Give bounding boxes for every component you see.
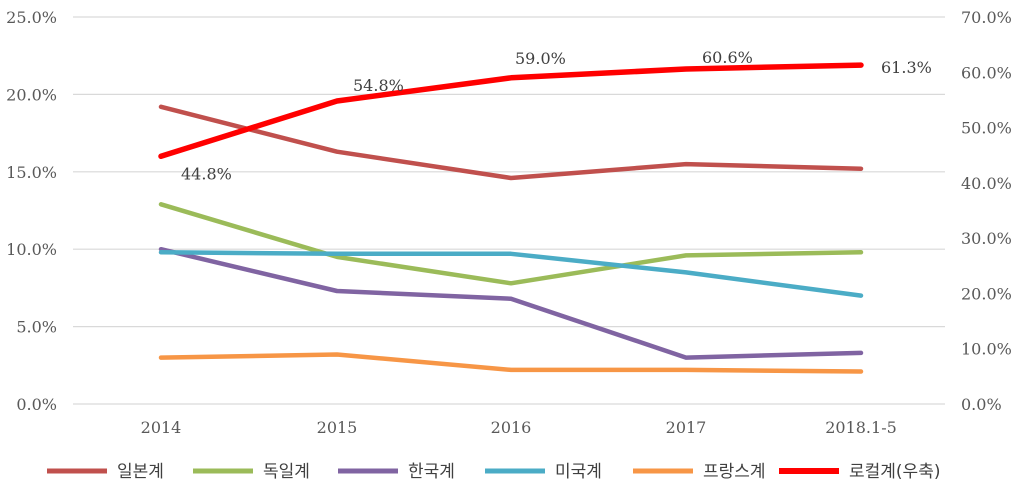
right-tick-label: 10.0% <box>961 340 1012 359</box>
right-tick-label: 30.0% <box>961 229 1012 248</box>
series-line-5 <box>158 62 864 160</box>
left-tick-label: 20.0% <box>6 85 57 104</box>
x-tick-label: 2015 <box>317 418 358 437</box>
series-line-2 <box>158 246 864 360</box>
right-tick-label: 0.0% <box>961 395 1002 414</box>
left-tick-label: 25.0% <box>6 8 57 27</box>
gridlines <box>73 16 945 405</box>
legend-label-3: 미국계 <box>555 462 602 482</box>
legend: 일본계 독일계 한국계 미국계 프랑스계 로컬계(우축) <box>47 462 940 482</box>
legend-label-0: 일본계 <box>117 462 164 482</box>
legend-label-2: 한국계 <box>408 462 455 482</box>
right-axis-ticks: 0.0% 10.0% 20.0% 30.0% 40.0% 50.0% 60.0% 70.0% <box>961 8 1012 414</box>
series-line-0 <box>158 104 864 181</box>
right-tick-label: 50.0% <box>961 119 1012 138</box>
left-tick-label: 10.0% <box>6 240 57 259</box>
legend-label-5: 로컬계(우축) <box>849 462 940 482</box>
right-tick-label: 70.0% <box>961 8 1012 27</box>
right-tick-label: 40.0% <box>961 174 1012 193</box>
data-labels: 44.8% 54.8% 59.0% 60.6% 61.3% <box>181 48 932 183</box>
left-tick-label: 5.0% <box>16 318 57 337</box>
x-tick-label: 2014 <box>141 418 182 437</box>
right-tick-label: 60.0% <box>961 63 1012 82</box>
series-lines <box>158 62 864 374</box>
data-label: 54.8% <box>353 76 404 95</box>
legend-label-4: 프랑스계 <box>703 462 766 482</box>
left-tick-label: 0.0% <box>16 395 57 414</box>
data-label: 59.0% <box>515 49 566 68</box>
data-label: 44.8% <box>181 164 232 183</box>
series-line-1 <box>158 202 864 286</box>
x-tick-label: 2016 <box>491 418 532 437</box>
data-label: 60.6% <box>702 48 753 67</box>
series-line-3 <box>158 250 864 298</box>
x-axis-ticks: 2014 2015 2016 2017 2018.1-5 <box>141 418 897 437</box>
legend-label-1: 독일계 <box>263 462 310 482</box>
series-line-4 <box>158 352 864 374</box>
left-tick-label: 15.0% <box>6 163 57 182</box>
left-axis-ticks: 0.0% 5.0% 10.0% 15.0% 20.0% 25.0% <box>6 8 57 414</box>
data-label: 61.3% <box>881 58 932 77</box>
x-tick-label: 2017 <box>666 418 707 437</box>
x-tick-label: 2018.1-5 <box>825 418 897 437</box>
right-tick-label: 20.0% <box>961 284 1012 303</box>
